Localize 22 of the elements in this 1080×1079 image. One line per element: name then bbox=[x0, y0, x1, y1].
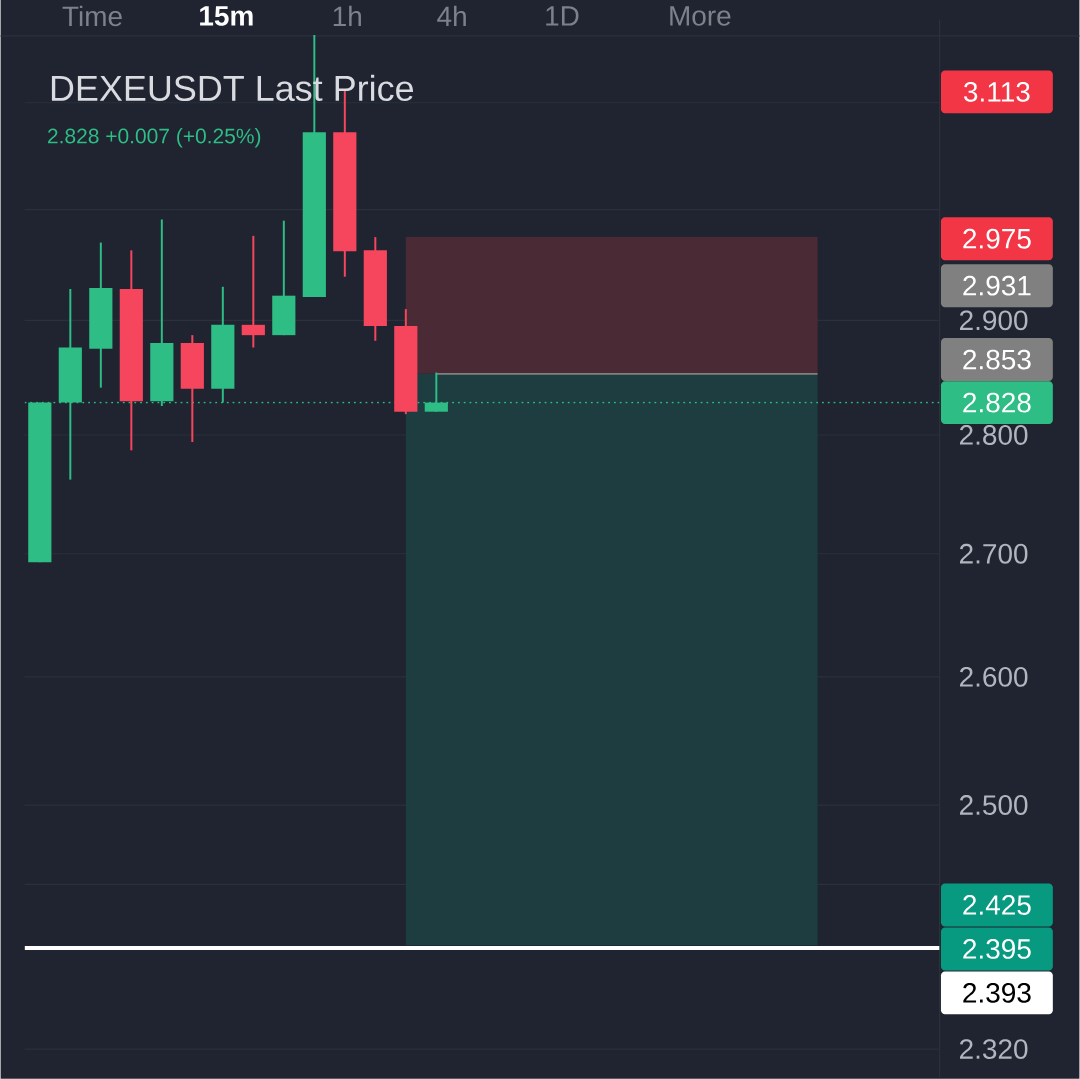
y-tick-label: 2.700 bbox=[959, 543, 1028, 564]
text: 2.853 bbox=[963, 349, 1031, 370]
y-tick-label: 2.900 bbox=[959, 310, 1028, 331]
ref-line-label: 2.828 bbox=[963, 392, 1031, 413]
text: 2.395 bbox=[963, 939, 1031, 959]
annotation: More bbox=[670, 6, 731, 26]
text: 2.931 bbox=[963, 275, 1031, 296]
annotation: 1h bbox=[333, 5, 361, 27]
annotation: 4h bbox=[437, 5, 466, 27]
text: 2.828 +0.007 (+0.25%) bbox=[48, 128, 261, 148]
text: 2.975 bbox=[963, 228, 1031, 249]
y-tick-label: 2.800 bbox=[959, 425, 1028, 445]
annotation: 15m bbox=[200, 6, 253, 26]
text: 3.113 bbox=[964, 82, 1030, 102]
y-tick-label: 2.600 bbox=[959, 667, 1028, 687]
annotation: 1D bbox=[546, 6, 579, 26]
ref-line-label: 2.393 bbox=[963, 983, 1031, 1003]
annotation: Time bbox=[62, 5, 122, 27]
y-tick-label: 2.320 bbox=[959, 1039, 1028, 1060]
candlestick bbox=[241, 234, 265, 349]
y-tick-label: 2.500 bbox=[959, 795, 1028, 816]
text: 2.425 bbox=[963, 895, 1031, 915]
